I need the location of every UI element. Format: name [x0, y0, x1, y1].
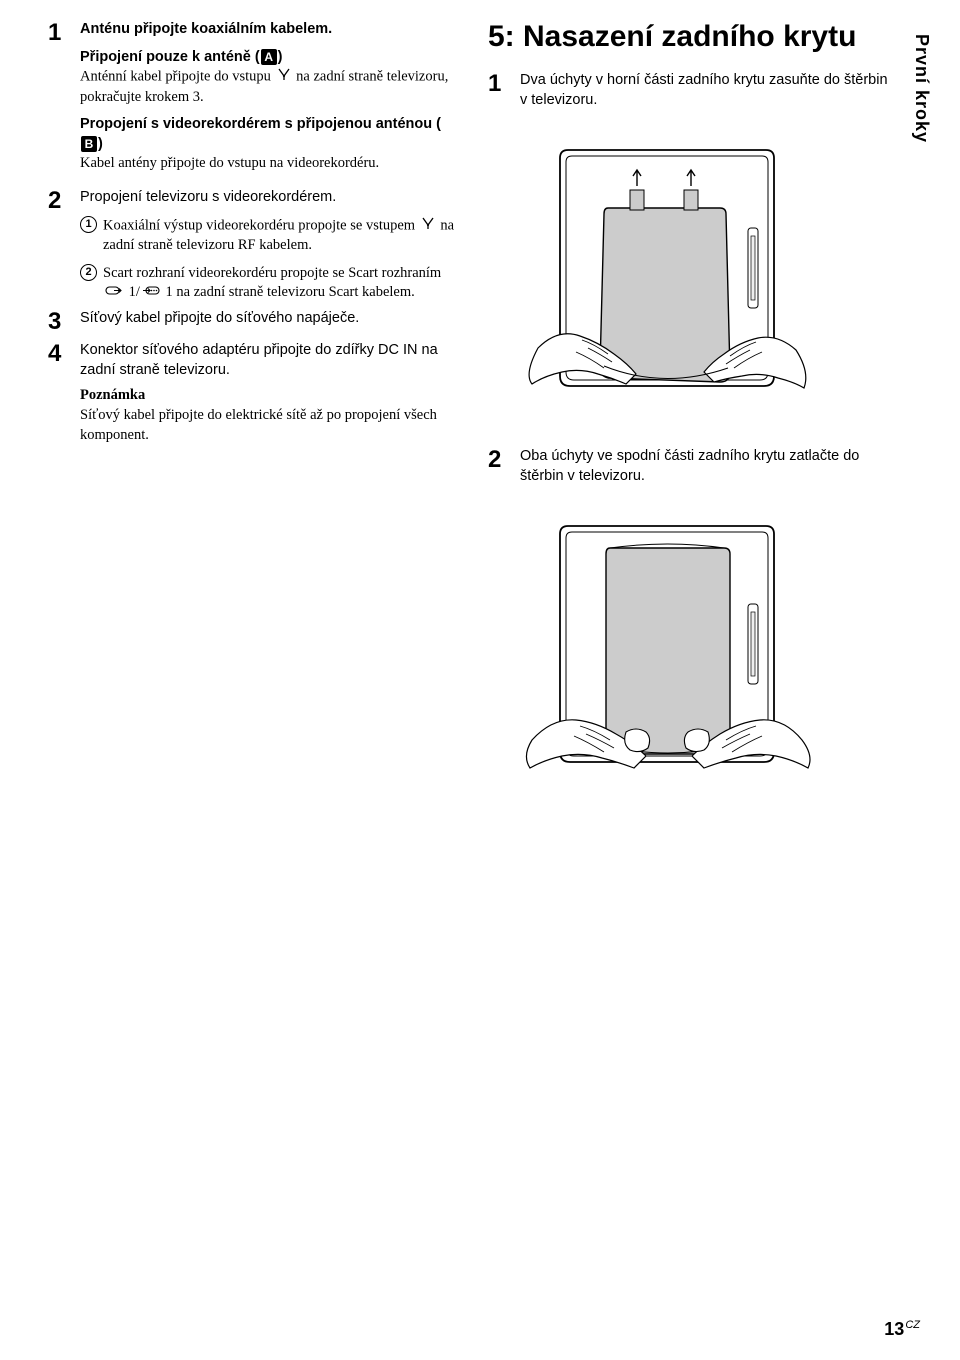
right-step-2-text: Oba úchyty ve spodní části zadního krytu… [520, 447, 888, 486]
step-1-sub-b-pre: Propojení s videorekordérem s připojenou… [80, 116, 441, 132]
page-number-value: 13 [884, 1319, 904, 1339]
step-1-number: 1 [48, 20, 72, 182]
step-2-text: Propojení televizoru s videorekordérem. [80, 188, 458, 208]
note-body: Síťový kabel připojte do elektrické sítě… [80, 406, 458, 445]
right-step-1-text: Dva úchyty v horní části zadního krytu z… [520, 71, 888, 110]
scart-out-icon [105, 283, 123, 303]
right-step-2-number: 2 [488, 447, 512, 486]
right-step-1: 1 Dva úchyty v horní části zadního krytu… [488, 71, 888, 110]
section-tab-label: První kroky [911, 34, 932, 143]
sub-2-text-mid: 1/ [125, 284, 140, 300]
illustration-top-cover [508, 128, 818, 418]
page-number-suffix: CZ [905, 1319, 920, 1331]
note-title: Poznámka [80, 386, 458, 406]
sub-2-marker: 2 [80, 264, 97, 281]
section-title: 5: Nasazení zadního krytu [488, 20, 888, 53]
right-step-2: 2 Oba úchyty ve spodní části zadního kry… [488, 447, 888, 486]
step-1-title: Anténu připojte koaxiálním kabelem. [80, 20, 458, 40]
step-2-number: 2 [48, 188, 72, 303]
sub-1-marker: 1 [80, 216, 97, 233]
step-3: 3 Síťový kabel připojte do síťového napá… [48, 309, 458, 335]
step-1-sub-b-post: ) [98, 136, 103, 152]
step-1-sub-a-post: ) [278, 49, 283, 65]
step-4-text: Konektor síťového adaptéru připojte do z… [80, 341, 458, 380]
page-number: 13CZ [884, 1319, 920, 1340]
step-1: 1 Anténu připojte koaxiálním kabelem. Př… [48, 20, 458, 182]
step-1-text-b: Kabel antény připojte do vstupu na video… [80, 154, 458, 174]
sub-2-text-pre: Scart rozhraní videorekordéru propojte s… [103, 265, 441, 281]
sub-1-text-pre: Koaxiální výstup videorekordéru propojte… [103, 217, 419, 233]
step-1-text-a-pre: Anténní kabel připojte do vstupu [80, 69, 275, 85]
illustration-bottom-cover [508, 504, 818, 794]
step-3-number: 3 [48, 309, 72, 335]
scart-in-icon [142, 283, 160, 303]
letter-a-icon: A [261, 49, 277, 65]
step-3-text: Síťový kabel připojte do síťového napáje… [80, 309, 458, 335]
antenna-icon [421, 216, 435, 237]
step-4-number: 4 [48, 341, 72, 445]
right-column: 5: Nasazení zadního krytu 1 Dva úchyty v… [488, 20, 888, 823]
antenna-icon [277, 67, 291, 88]
left-column: 1 Anténu připojte koaxiálním kabelem. Př… [48, 20, 458, 823]
step-1-sub-a-pre: Připojení pouze k anténě ( [80, 49, 260, 65]
step-2: 2 Propojení televizoru s videorekordérem… [48, 188, 458, 303]
letter-b-icon: B [81, 136, 97, 152]
right-step-1-number: 1 [488, 71, 512, 110]
step-4: 4 Konektor síťového adaptéru připojte do… [48, 341, 458, 445]
sub-2-text-post: 1 na zadní straně televizoru Scart kabel… [162, 284, 415, 300]
